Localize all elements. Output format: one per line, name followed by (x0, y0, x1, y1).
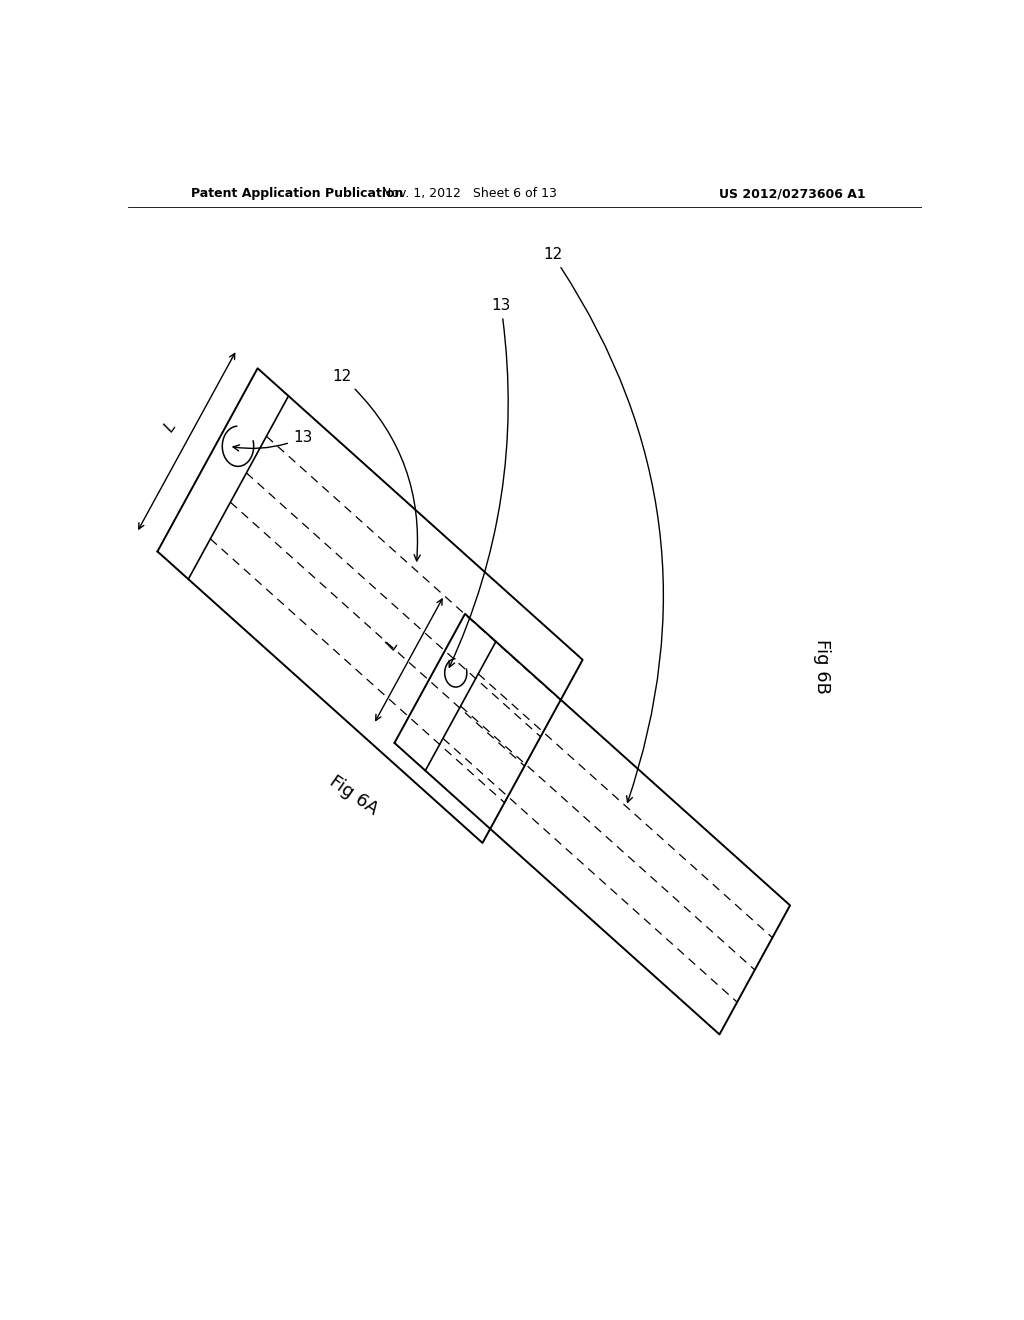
Text: L: L (162, 418, 179, 434)
Text: Fig 6B: Fig 6B (813, 639, 831, 694)
Text: US 2012/0273606 A1: US 2012/0273606 A1 (720, 187, 866, 201)
Text: Nov. 1, 2012   Sheet 6 of 13: Nov. 1, 2012 Sheet 6 of 13 (382, 187, 557, 201)
Text: 13: 13 (450, 298, 511, 668)
Text: 12: 12 (333, 370, 420, 561)
Text: L: L (384, 638, 401, 653)
Text: Fig 6A: Fig 6A (326, 772, 381, 818)
Text: 13: 13 (233, 430, 312, 451)
Text: Patent Application Publication: Patent Application Publication (191, 187, 403, 201)
Text: 12: 12 (543, 247, 664, 803)
